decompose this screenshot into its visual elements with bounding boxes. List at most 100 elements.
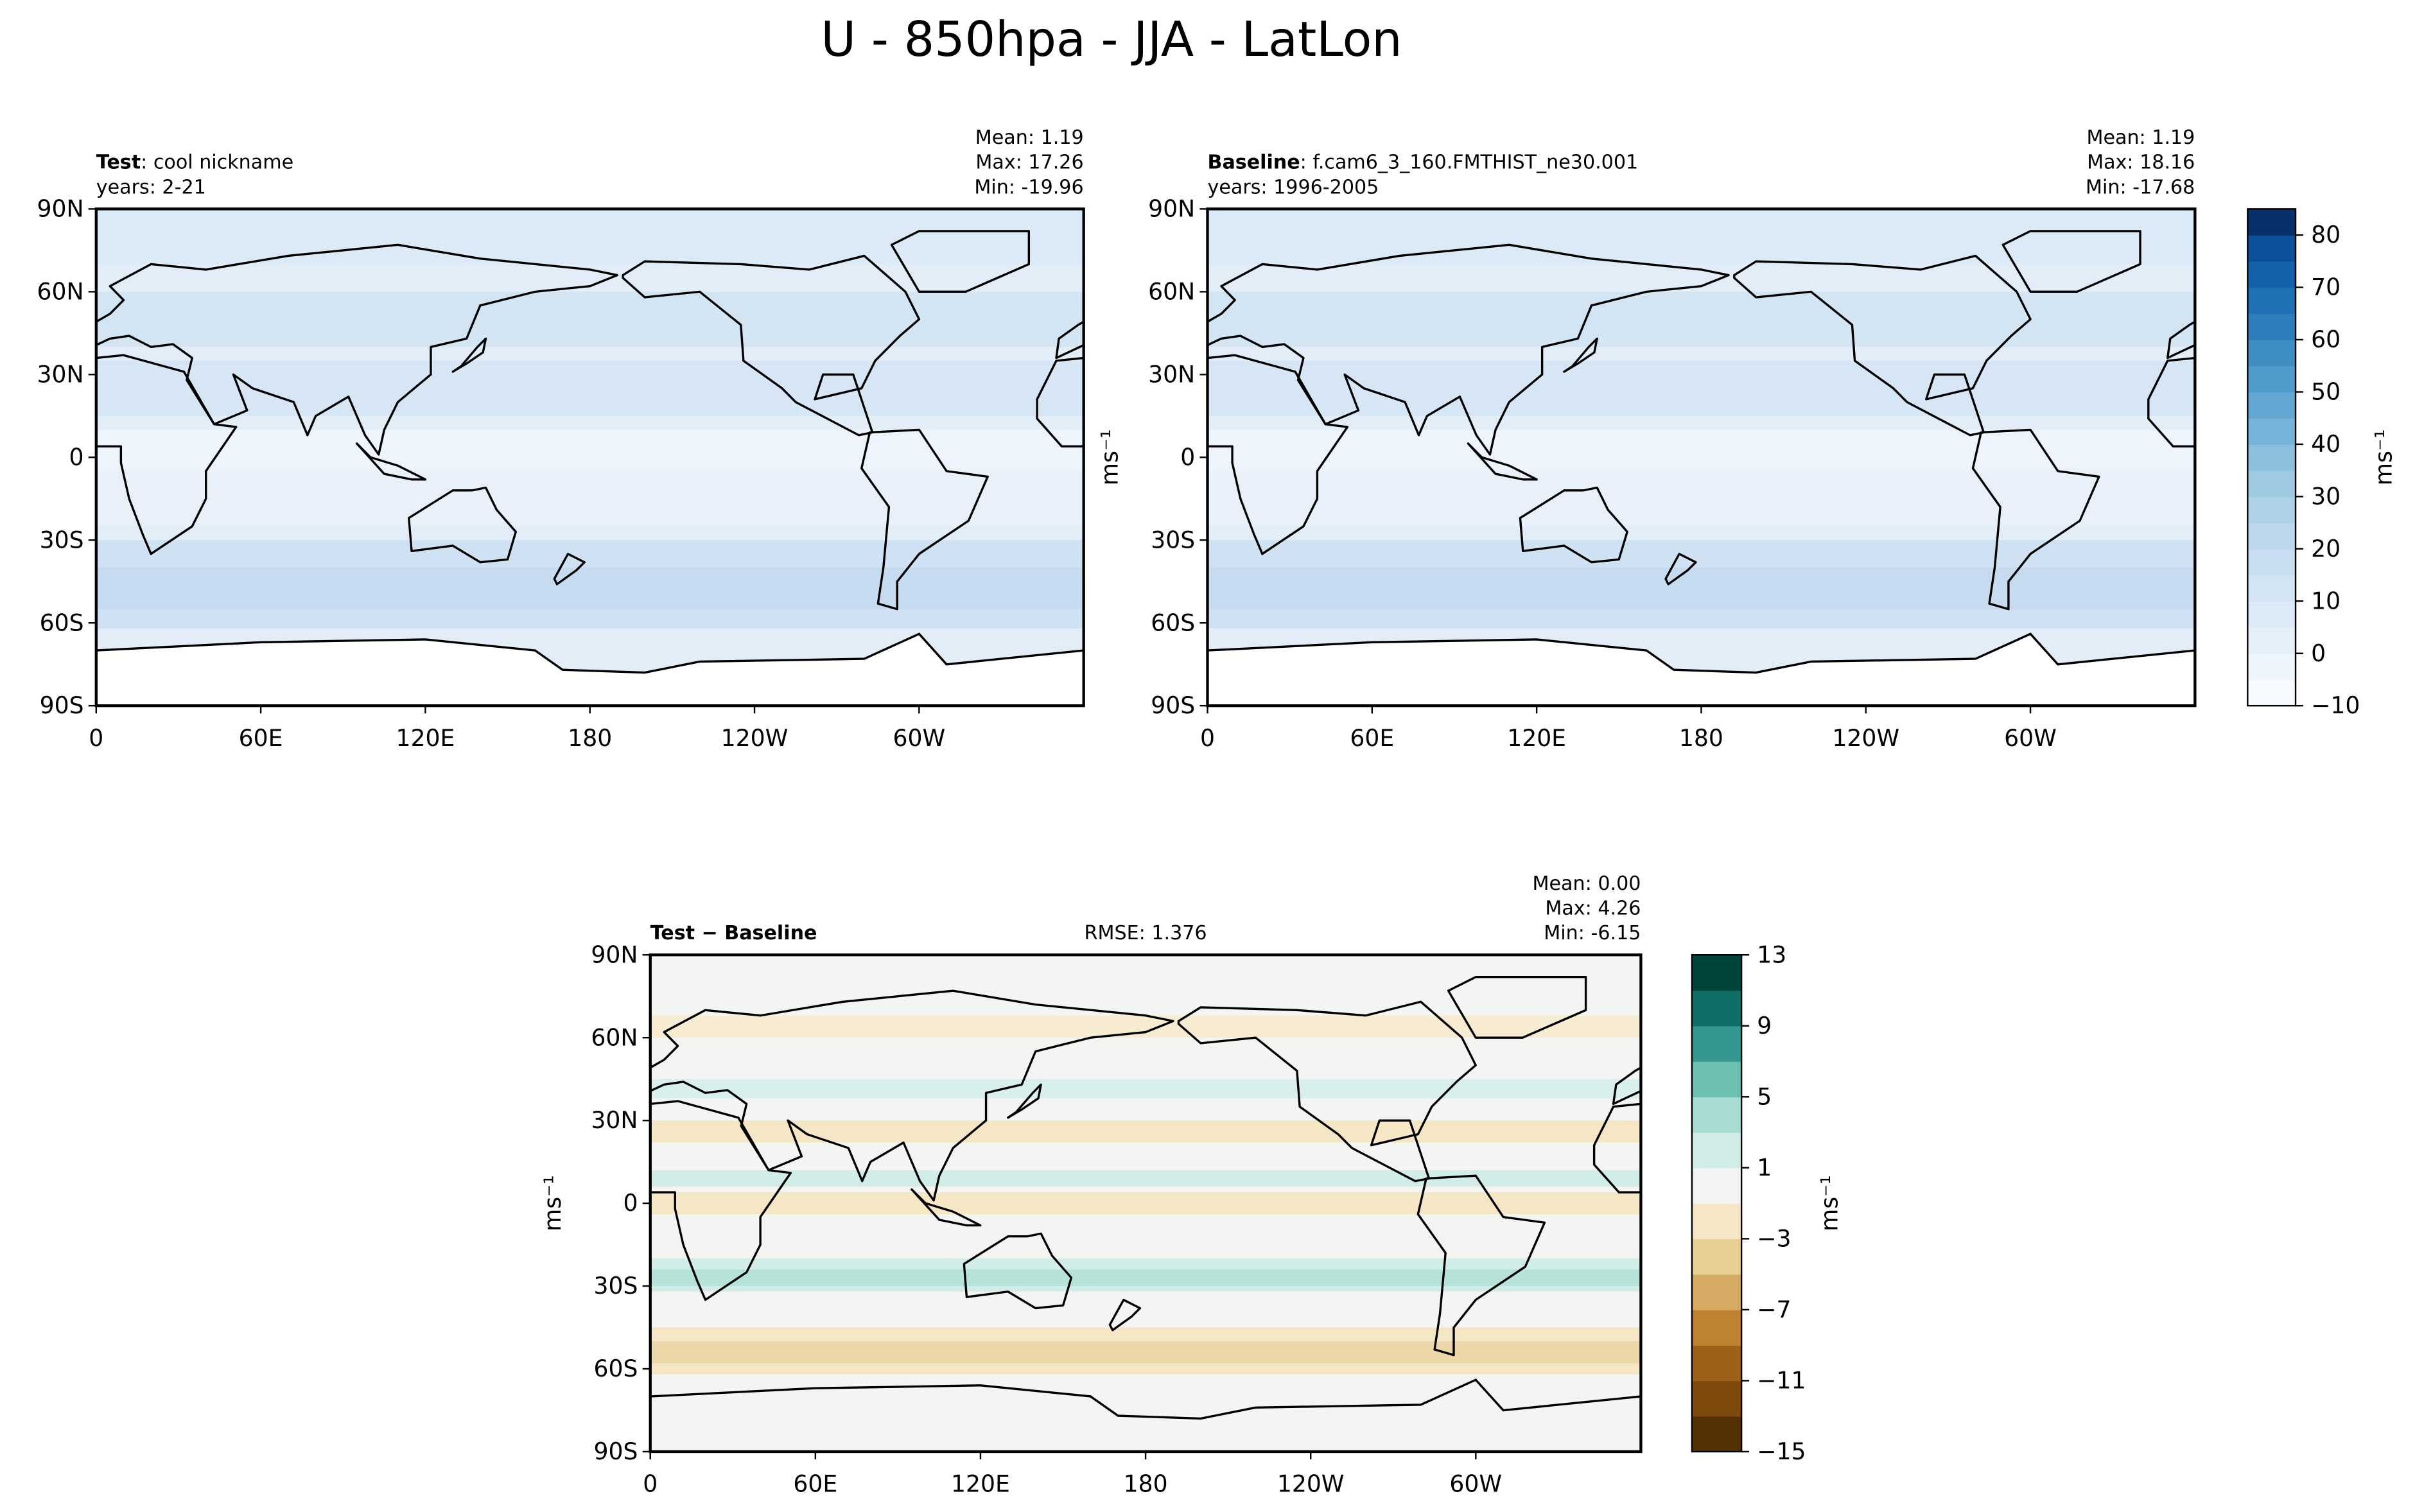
y-tick-label: 90S bbox=[594, 1438, 638, 1465]
x-tick-label: 180 bbox=[568, 724, 612, 752]
field-band bbox=[650, 1192, 1641, 1215]
coastline bbox=[1007, 1083, 1042, 1119]
y-tick-label: 30N bbox=[591, 1106, 638, 1134]
coastline bbox=[911, 1188, 982, 1227]
field-band bbox=[650, 1170, 1641, 1187]
colorbar-tick-label: 0 bbox=[2311, 639, 2326, 667]
x-tick-label: 60E bbox=[239, 724, 283, 752]
stat-value: 1.19 bbox=[1041, 126, 1084, 149]
colorbar-frame bbox=[1691, 954, 1743, 1453]
x-tick-label: 60E bbox=[793, 1470, 837, 1498]
colorbar-swatch bbox=[1691, 1345, 1742, 1382]
coastline bbox=[428, 1176, 554, 1355]
coastline bbox=[890, 230, 1031, 293]
field-band bbox=[650, 1341, 1641, 1364]
rmse-value: 1.376 bbox=[1151, 922, 1207, 944]
colorbar-swatch bbox=[2247, 261, 2296, 288]
stat: Min: -6.15 bbox=[1544, 922, 1641, 944]
antarctica bbox=[650, 1378, 1641, 1452]
colorbar-swatch bbox=[2247, 287, 2296, 315]
y-tick-label: 30N bbox=[1148, 360, 1195, 388]
field-band bbox=[96, 360, 1084, 416]
field-band bbox=[650, 1269, 1641, 1287]
coastline bbox=[2001, 230, 2141, 293]
coastline bbox=[553, 553, 586, 586]
stat-value: 17.26 bbox=[1028, 152, 1083, 174]
colorbar-tick-label: −7 bbox=[1757, 1296, 1791, 1323]
coastline bbox=[1563, 337, 1598, 373]
x-tick-label: 120W bbox=[1277, 1470, 1345, 1498]
stat: Max: 17.26 bbox=[975, 152, 1083, 174]
colorbar-swatch bbox=[1691, 1238, 1742, 1275]
rmse-label: RMSE: bbox=[1085, 922, 1146, 944]
y-tick-label: 30N bbox=[37, 360, 83, 388]
colorbar-swatch bbox=[2247, 470, 2296, 498]
x-tick-label: 60W bbox=[893, 724, 945, 752]
y-tick-label: 30S bbox=[594, 1272, 638, 1299]
x-tick-label: 60W bbox=[1449, 1470, 1502, 1498]
colorbar-tick-label: 13 bbox=[1757, 941, 1786, 968]
stat-value: 0.00 bbox=[1598, 873, 1641, 895]
coastline bbox=[0, 991, 182, 1201]
y-tick-label: 60N bbox=[1148, 277, 1195, 305]
colorbar-swatch bbox=[2247, 313, 2296, 340]
coastline bbox=[1955, 1233, 2062, 1308]
coastline bbox=[1733, 254, 2032, 437]
stat-name: Min: bbox=[1544, 922, 1585, 944]
coastline bbox=[458, 977, 595, 1038]
coastline bbox=[1417, 1174, 1546, 1357]
x-tick-label: 180 bbox=[1679, 724, 1723, 752]
colorbar-tick-label: −10 bbox=[2311, 691, 2360, 719]
stat-value: -6.15 bbox=[1591, 922, 1641, 944]
colorbar-swatch bbox=[2247, 575, 2296, 602]
colorbar-swatch bbox=[1691, 1025, 1742, 1062]
colorbar-swatch bbox=[1691, 1203, 1742, 1240]
figure-title: U - 850hpa - JJA - LatLon bbox=[821, 12, 1402, 67]
map-area bbox=[96, 209, 1084, 706]
coastline bbox=[119, 1300, 150, 1330]
colorbar-swatch bbox=[1691, 1167, 1742, 1204]
coastline bbox=[650, 1100, 792, 1301]
stat-name: Max: bbox=[1545, 898, 1591, 920]
stat-value: -17.68 bbox=[2132, 176, 2195, 198]
x-tick-label: 60W bbox=[2004, 724, 2057, 752]
stat-name: Min: bbox=[974, 176, 1015, 198]
field-band bbox=[1207, 291, 2195, 347]
colorbar-label: ms⁻¹ bbox=[2369, 429, 2397, 485]
colorbar-tick-label: 10 bbox=[2311, 587, 2341, 614]
x-tick-label: 60E bbox=[1350, 724, 1394, 752]
colorbar-label: ms⁻¹ bbox=[1816, 1175, 1844, 1231]
y-tick-label: 30S bbox=[1151, 526, 1195, 553]
coastline bbox=[650, 989, 1174, 1202]
field-band bbox=[650, 1120, 1641, 1143]
coastline bbox=[1519, 486, 1628, 564]
colorbar-tick-label: 1 bbox=[1757, 1154, 1772, 1181]
coastline bbox=[96, 354, 238, 555]
x-tick-label: 0 bbox=[1200, 724, 1215, 752]
stat: Max: 4.26 bbox=[1545, 898, 1641, 920]
field-band bbox=[650, 1015, 1641, 1038]
coastline bbox=[860, 428, 989, 611]
colorbar-swatch bbox=[2247, 392, 2296, 419]
y-tick-label: 90S bbox=[40, 691, 84, 719]
stat-value: -19.96 bbox=[1022, 176, 1084, 198]
colorbar-swatch bbox=[2247, 340, 2296, 367]
coastline bbox=[1108, 1298, 1142, 1332]
colorbar-swatch bbox=[2247, 209, 2296, 236]
coastline bbox=[1903, 1190, 1971, 1226]
field-band bbox=[1207, 471, 2195, 526]
y-tick-label: 60S bbox=[594, 1355, 638, 1382]
colorbar-swatch bbox=[1691, 1274, 1742, 1310]
stat-name: Max: bbox=[2087, 152, 2133, 174]
field-band bbox=[96, 291, 1084, 347]
colorbar-tick-label: 30 bbox=[2311, 482, 2341, 510]
coastline bbox=[2169, 1002, 2415, 1181]
field-band bbox=[96, 568, 1084, 609]
y-tick-label: 0 bbox=[1180, 443, 1195, 471]
stat-name: Mean: bbox=[2086, 126, 2145, 149]
coastline bbox=[17, 1084, 50, 1118]
field-band bbox=[1207, 430, 2195, 471]
antarctica bbox=[96, 632, 1084, 706]
x-tick-label: 120E bbox=[1507, 724, 1566, 752]
panel-subtitle: years: 1996-2005 bbox=[1208, 176, 1379, 198]
